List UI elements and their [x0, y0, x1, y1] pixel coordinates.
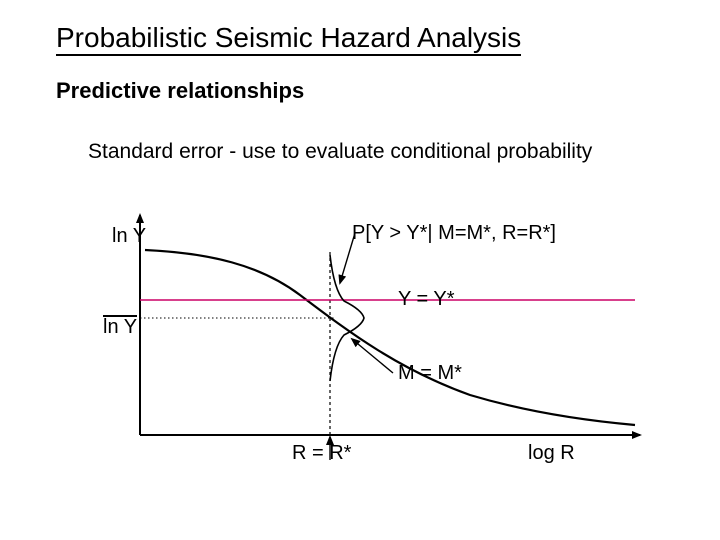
x-axis-label: log R	[528, 442, 575, 465]
bell-curve	[330, 255, 364, 381]
page-title: Probabilistic Seismic Hazard Analysis	[56, 22, 521, 54]
mean-lny-text: ln Y	[103, 315, 137, 337]
mean-lny-label: ln Y	[103, 315, 137, 339]
rstar-label: R = R*	[292, 442, 351, 465]
title-text: Probabilistic Seismic Hazard Analysis	[56, 22, 521, 56]
prob-label: P[Y > Y*| M=M*, R=R*]	[352, 222, 556, 245]
attenuation-curve	[145, 250, 635, 425]
mstar-label: M = M*	[398, 362, 462, 385]
subtitle: Predictive relationships	[56, 78, 304, 104]
y-axis-label: ln Y	[112, 225, 146, 248]
ystar-label: Y = Y*	[398, 288, 455, 311]
body-text: Standard error - use to evaluate conditi…	[88, 140, 592, 164]
